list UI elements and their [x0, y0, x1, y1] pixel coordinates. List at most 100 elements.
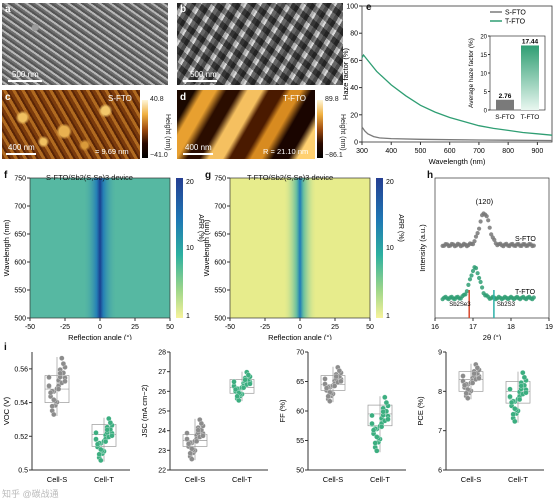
x-tick-label: 0: [298, 324, 302, 331]
y-tick-label: 500: [214, 316, 226, 323]
data-point-t-fto: [467, 277, 473, 282]
data-point-t-fto: [473, 266, 479, 271]
y-tick-label: 700: [214, 204, 226, 211]
data-point-t-fto: [477, 275, 482, 281]
legend-label: S-FTO: [505, 10, 526, 17]
plot-frame: [434, 177, 550, 319]
colorbar-c: [142, 100, 148, 158]
data-point: [51, 411, 57, 418]
y-tick-label: 23: [158, 448, 166, 455]
data-point: [234, 393, 240, 399]
y-tick-label: 6: [438, 468, 442, 475]
colorbar: [376, 178, 383, 318]
inset-category-label: T-FTO: [521, 114, 540, 121]
x-tick-label: -25: [260, 324, 270, 331]
data-point-t-fto: [475, 271, 480, 276]
data-point-t-fto: [464, 289, 469, 294]
y-tick-label: 26: [158, 389, 166, 396]
scale-text-b: 500 nm: [190, 70, 217, 79]
data-point: [382, 394, 388, 400]
data-point-t-fto: [531, 295, 536, 300]
data-point: [198, 420, 205, 427]
data-point-s-fto: [492, 237, 497, 242]
data-point: [47, 390, 54, 396]
panel-label-b: b: [180, 4, 187, 15]
colorbar-mid: 10: [386, 245, 394, 252]
data-point: [474, 365, 481, 371]
colorbar-mid: 10: [186, 245, 194, 252]
y-tick-label: 0.54: [14, 400, 28, 407]
data-point: [102, 438, 109, 445]
data-point: [374, 448, 380, 454]
data-point: [507, 393, 513, 400]
box: [320, 375, 346, 391]
data-point: [98, 457, 104, 464]
inset-y-axis-label: Average haze factor (%): [468, 38, 475, 108]
x-tick-label: 800: [502, 148, 514, 155]
peak-label: (120): [476, 197, 494, 206]
data-point: [200, 433, 206, 439]
colorbar-max: 20: [186, 179, 194, 186]
x-tick-label: 19: [545, 324, 553, 331]
y-tick-label: 600: [14, 260, 26, 267]
x-tick-label: 300: [356, 148, 368, 155]
colorbar: [176, 178, 183, 318]
x-tick-label: 25: [331, 324, 339, 331]
y-tick-label: 27: [158, 369, 166, 376]
data-point: [380, 409, 386, 415]
y-tick-label: 8: [438, 389, 442, 396]
y-tick-label: 7: [438, 428, 442, 435]
category-label: Cell-T: [370, 475, 390, 484]
x-tick-label: 50: [166, 324, 174, 331]
colorbar-max-c: 40.8: [150, 96, 164, 103]
data-point: [385, 416, 391, 422]
afm-image-d: [177, 90, 315, 159]
data-point: [460, 373, 466, 379]
scale-text-c: 400 nm: [8, 143, 35, 152]
inset-bar-value: 17.44: [522, 38, 539, 45]
data-point: [372, 440, 378, 446]
specular-reflection-band: [283, 178, 317, 318]
data-point: [184, 430, 190, 436]
y-tick-label: 60: [350, 58, 358, 65]
colorbar-label: ARR (%): [397, 214, 404, 242]
series-label: S-FTO: [515, 236, 536, 243]
y-tick-label: 20: [350, 112, 358, 119]
data-point: [512, 418, 518, 425]
data-point: [46, 374, 52, 380]
inset-bar-t-fto: [521, 45, 539, 110]
plot-frame: [361, 5, 553, 143]
data-point: [193, 438, 200, 444]
y-tick-label: 9: [438, 350, 442, 357]
haze-factor-chart: 300 400 500 600 700 800 900020406080100Wavelen…: [341, 4, 553, 166]
series-line-t-fto: [361, 53, 553, 136]
sem-image-a: [2, 3, 168, 85]
y-axis-label: PCE (%): [416, 396, 425, 426]
data-point: [46, 383, 52, 389]
data-point-s-fto: [484, 214, 489, 219]
data-point: [247, 381, 253, 387]
data-point-s-fto: [489, 232, 494, 237]
inset-category-label: S-FTO: [495, 114, 514, 121]
data-point: [338, 378, 344, 384]
box: [505, 381, 531, 404]
x-tick-label: 900: [532, 148, 544, 155]
watermark: 知乎 @碳战通: [2, 489, 59, 499]
category-label: Cell-T: [94, 475, 114, 484]
x-tick-label: -25: [60, 324, 70, 331]
x-axis-label: Reflection angle (°): [268, 333, 332, 340]
y-tick-label: 750: [214, 176, 226, 183]
y-tick-label: 28: [158, 350, 166, 357]
y-tick-label: 65: [296, 379, 304, 386]
data-point-t-fto: [466, 282, 471, 287]
data-point-t-fto: [480, 285, 485, 290]
afm-image-c: [2, 90, 140, 159]
heatmap-title-g: T-FTO/Sb2(S,Se)3 device: [247, 173, 334, 182]
data-point: [60, 361, 67, 367]
inset-y-tick-label: 15: [480, 53, 487, 59]
data-point: [98, 446, 104, 453]
inset-bar-value: 2.76: [499, 93, 512, 100]
reference-label: Sb2Se3: [449, 302, 471, 308]
data-point: [93, 430, 99, 436]
data-point-t-fto: [469, 273, 474, 278]
